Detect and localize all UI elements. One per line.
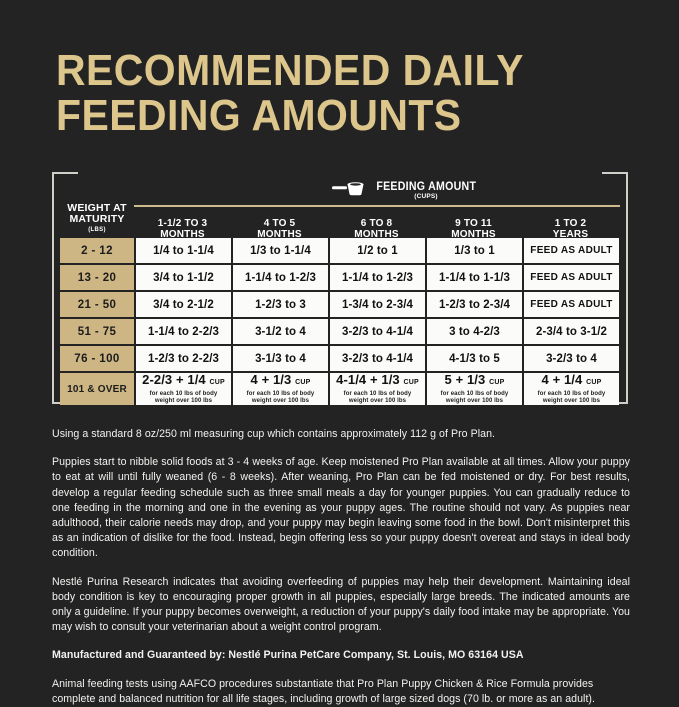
column-header-age-2: 4 TO 5 MONTHS [257, 218, 302, 240]
page-title: RECOMMENDED DAILY FEEDING AMOUNTS [56, 48, 577, 138]
cell-amount-note: for each 10 lbs of body weight over 100 … [246, 391, 315, 404]
cell-amount: 4-1/4 + 1/3 CUP for each 10 lbs of body … [330, 373, 425, 405]
cell-amount: 3-1/3 to 4 [233, 346, 328, 371]
weight-header-units: (LBS) [88, 227, 106, 233]
cell-amount-value: 4 + 1/3 CUP [250, 372, 311, 387]
cell-amount-note: for each 10 lbs of body weight over 100 … [343, 391, 412, 404]
table-row: 21 - 50 3/4 to 2-1/2 1-2/3 to 3 1-3/4 to… [60, 292, 620, 317]
table-row: 2 - 12 1/4 to 1-1/4 1/3 to 1-1/4 1/2 to … [60, 238, 620, 263]
cell-amount-note: for each 10 lbs of body weight over 100 … [149, 391, 218, 404]
cell-weight: 76 - 100 [60, 346, 134, 371]
cell-weight: 101 & OVER [60, 373, 134, 405]
feeding-amount-title: FEEDING AMOUNT [376, 180, 476, 193]
cell-amount: 1/3 to 1-1/4 [233, 238, 328, 263]
frame-edge-right [626, 172, 628, 404]
table-row: 51 - 75 1-1/4 to 2-2/3 3-1/2 to 4 3-2/3 … [60, 319, 620, 344]
frame-corner-top-left [52, 172, 78, 174]
cell-amount: 4-1/3 to 5 [427, 346, 522, 371]
cell-amount: 1-1/4 to 1-2/3 [330, 265, 425, 290]
cup-unit-label: CUP [586, 379, 602, 386]
frame-corner-top-right [602, 172, 628, 174]
cell-amount-value: 5 + 1/3 CUP [444, 372, 505, 387]
cell-amount: 3-2/3 to 4 [524, 346, 619, 371]
paragraph-measuring-cup: Using a standard 8 oz/250 ml measuring c… [52, 428, 496, 440]
cell-amount: 3-1/2 to 4 [233, 319, 328, 344]
paragraph-aafco: Animal feeding tests using AAFCO procedu… [52, 677, 596, 705]
cell-amount: 1-2/3 to 3 [233, 292, 328, 317]
paragraph-manufacturer: Manufactured and Guaranteed by: Nestlé P… [52, 649, 524, 662]
cell-amount: 3-2/3 to 4-1/4 [330, 319, 425, 344]
cell-amount: 4 + 1/3 CUP for each 10 lbs of body weig… [233, 373, 328, 405]
paragraph-feeding-schedule: Puppies start to nibble solid foods at 3… [52, 456, 630, 560]
cell-amount-value: 4-1/4 + 1/3 CUP [336, 372, 419, 387]
column-header-age-5: 1 TO 2 YEARS [552, 218, 589, 240]
cup-unit-label: CUP [295, 379, 311, 386]
cell-amount: FEED AS ADULT [524, 265, 619, 290]
cell-weight: 21 - 50 [60, 292, 134, 317]
feeding-guide-page: RECOMMENDED DAILY FEEDING AMOUNTS FEEDIN… [52, 48, 630, 705]
cell-amount: 1/2 to 1 [330, 238, 425, 263]
cell-amount: 3-2/3 to 4-1/4 [330, 346, 425, 371]
feeding-amount-label: FEEDING AMOUNT (CUPS) [372, 180, 481, 201]
cell-amount: 1-1/4 to 1-1/3 [427, 265, 522, 290]
column-header-age-4: 9 TO 11 MONTHS [451, 218, 496, 240]
cell-amount: FEED AS ADULT [524, 238, 619, 263]
feeding-amount-caption: FEEDING AMOUNT (CUPS) [192, 178, 620, 204]
cell-amount: 1-1/4 to 2-2/3 [136, 319, 231, 344]
table-row: 101 & OVER 2-2/3 + 1/4 CUP for each 10 l… [60, 373, 620, 405]
page-title-line-2: FEEDING AMOUNTS [56, 91, 462, 140]
cell-amount: 1-1/4 to 1-2/3 [233, 265, 328, 290]
cell-amount: 1/3 to 1 [427, 238, 522, 263]
feeding-amount-rule [134, 205, 620, 207]
measuring-cup-icon [331, 181, 366, 201]
cell-amount-note: for each 10 lbs of body weight over 100 … [440, 391, 509, 404]
table-body: 2 - 12 1/4 to 1-1/4 1/3 to 1-1/4 1/2 to … [60, 238, 620, 405]
cell-amount-value: 4 + 1/4 CUP [541, 372, 602, 387]
feeding-amounts-table: FEEDING AMOUNT (CUPS) WEIGHT AT MATURITY… [52, 172, 628, 405]
cell-amount: 1-2/3 to 2-3/4 [427, 292, 522, 317]
cup-unit-label: CUP [209, 379, 225, 386]
cell-amount: 2-3/4 to 3-1/2 [524, 319, 619, 344]
weight-header-line-1: WEIGHT AT [67, 202, 127, 214]
cell-amount: 2-2/3 + 1/4 CUP for each 10 lbs of body … [136, 373, 231, 405]
cup-unit-label: CUP [489, 379, 505, 386]
column-header-weight: WEIGHT AT MATURITY (LBS) [60, 202, 134, 240]
cell-amount: 3 to 4-2/3 [427, 319, 522, 344]
table-row: 13 - 20 3/4 to 1-1/2 1-1/4 to 1-2/3 1-1/… [60, 265, 620, 290]
page-title-line-1: RECOMMENDED DAILY [56, 46, 524, 95]
cell-weight: 13 - 20 [60, 265, 134, 290]
cell-amount: 3/4 to 1-1/2 [136, 265, 231, 290]
feeding-instructions: Using a standard 8 oz/250 ml measuring c… [52, 427, 630, 707]
table-column-headers: WEIGHT AT MATURITY (LBS) 1-1/2 TO 3 MONT… [60, 203, 620, 240]
cell-amount: 4 + 1/4 CUP for each 10 lbs of body weig… [524, 373, 619, 405]
cell-amount: 1/4 to 1-1/4 [136, 238, 231, 263]
cell-amount: 3/4 to 2-1/2 [136, 292, 231, 317]
feeding-amount-units: (CUPS) [414, 193, 438, 200]
cell-amount-note: for each 10 lbs of body weight over 100 … [537, 391, 606, 404]
frame-edge-left [52, 172, 54, 404]
column-header-age-3: 6 TO 8 MONTHS [354, 218, 399, 240]
cell-weight: 2 - 12 [60, 238, 134, 263]
cell-amount: 1-2/3 to 2-2/3 [136, 346, 231, 371]
cell-amount-value: 2-2/3 + 1/4 CUP [142, 372, 225, 387]
cell-amount: 5 + 1/3 CUP for each 10 lbs of body weig… [427, 373, 522, 405]
weight-header-line-2: MATURITY [69, 212, 125, 225]
cell-amount: FEED AS ADULT [524, 292, 619, 317]
cup-unit-label: CUP [403, 379, 419, 386]
cell-weight: 51 - 75 [60, 319, 134, 344]
paragraph-research: Nestlé Purina Research indicates that av… [52, 575, 630, 634]
column-header-age-1: 1-1/2 TO 3 MONTHS [157, 218, 208, 240]
cell-amount: 1-3/4 to 2-3/4 [330, 292, 425, 317]
table-row: 76 - 100 1-2/3 to 2-2/3 3-1/3 to 4 3-2/3… [60, 346, 620, 371]
